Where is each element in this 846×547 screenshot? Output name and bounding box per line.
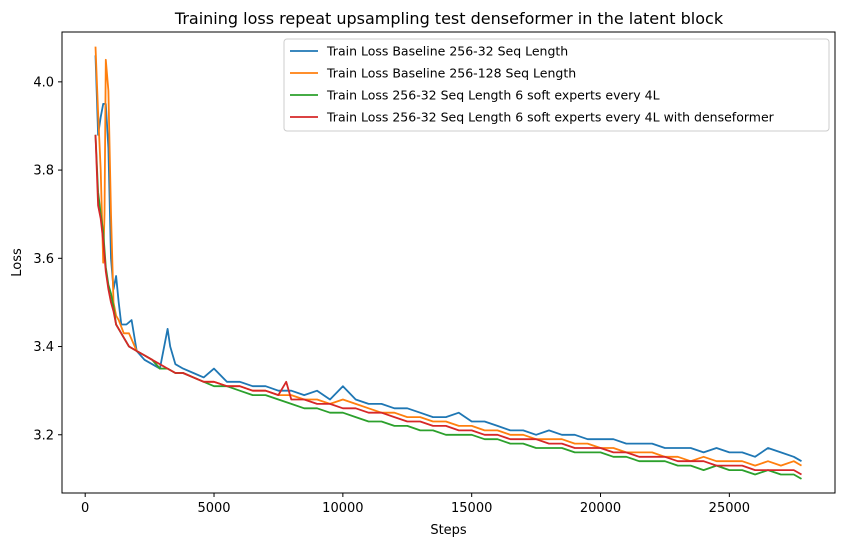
legend-box <box>283 38 830 132</box>
plot-frame <box>61 31 836 494</box>
x-tick-label: 5000 <box>197 501 230 516</box>
legend-label-3: Train Loss 256-32 Seq Length 6 soft expe… <box>326 88 660 103</box>
y-tick-label: 3.8 <box>33 164 54 179</box>
series-line-1 <box>94 55 802 462</box>
y-tick-label: 3.2 <box>33 428 54 443</box>
x-tick-label: 0 <box>81 501 89 516</box>
y-tick-label: 3.6 <box>33 252 54 267</box>
y-tick-label: 4.0 <box>33 75 54 90</box>
series-layer <box>94 46 802 480</box>
x-axis: 0 5000 10000 15000 20000 25000 <box>81 493 750 516</box>
x-tick-label: 10000 <box>322 501 363 516</box>
y-axis: 3.2 3.4 3.6 3.8 4.0 <box>33 75 62 443</box>
legend-label-1: Train Loss Baseline 256-32 Seq Length <box>326 44 568 59</box>
y-axis-title: Loss <box>10 248 25 277</box>
legend: Train Loss Baseline 256-32 Seq Length Tra… <box>283 38 830 132</box>
legend-label-2: Train Loss Baseline 256-128 Seq Length <box>326 66 576 81</box>
chart-title: Training loss repeat upsampling test den… <box>174 9 724 28</box>
series-line-2 <box>94 46 802 467</box>
series-line-4 <box>94 134 802 476</box>
y-tick-label: 3.4 <box>33 340 54 355</box>
x-tick-label: 25000 <box>709 501 750 516</box>
x-tick-label: 20000 <box>580 501 621 516</box>
x-tick-label: 15000 <box>451 501 492 516</box>
legend-label-4: Train Loss 256-32 Seq Length 6 soft expe… <box>326 110 775 125</box>
x-axis-title: Steps <box>430 523 467 538</box>
